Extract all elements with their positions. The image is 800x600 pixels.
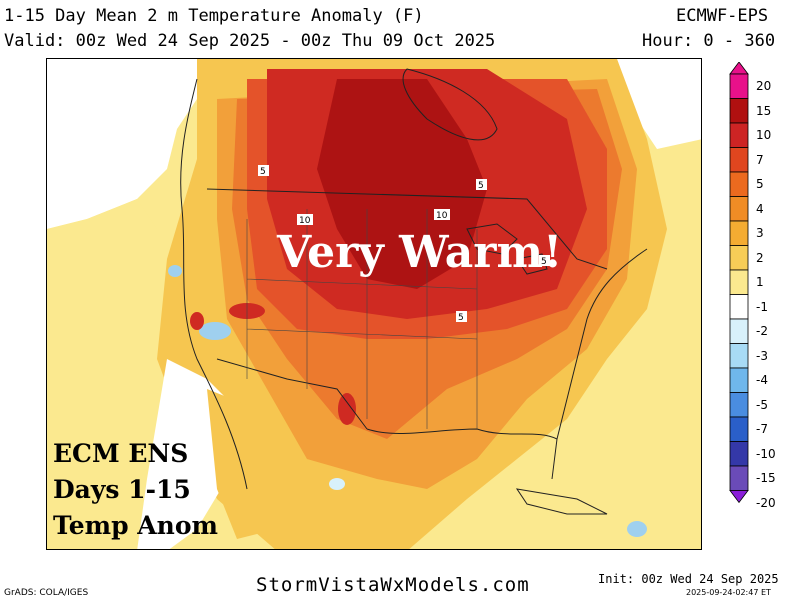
hudson-bay-outline bbox=[402, 68, 498, 141]
colorbar-label: -3 bbox=[756, 348, 768, 363]
forecast-hours: Hour: 0 - 360 bbox=[642, 31, 776, 51]
atlantic-neutral-region bbox=[617, 59, 701, 149]
colorbar-top-arrow bbox=[729, 62, 749, 75]
us-canada-border bbox=[206, 188, 608, 270]
contour-label-group: 5 10 10 5 5 5 bbox=[258, 165, 550, 323]
contour-label-box-6 bbox=[456, 311, 467, 322]
colorbar-label: 5 bbox=[756, 177, 764, 191]
colorbar-label: 15 bbox=[756, 103, 772, 118]
colorbar-swatch bbox=[729, 294, 749, 320]
colorbar-label: 1 bbox=[756, 275, 764, 289]
east-coast bbox=[556, 248, 648, 440]
temperature-anomaly-map: 5 10 10 5 5 5 Very Warm! ECM ENS Days 1-… bbox=[46, 58, 702, 550]
colorbar-label: 3 bbox=[756, 226, 764, 240]
colorbar-label: -10 bbox=[756, 446, 776, 461]
colorbar-label: -4 bbox=[756, 373, 768, 387]
colorbar-swatch bbox=[729, 171, 749, 197]
colorbar-label: 10 bbox=[756, 128, 772, 142]
annotation-ecm-ens: ECM ENS bbox=[53, 439, 189, 468]
contour-label-2: 10 bbox=[299, 216, 311, 226]
contour-label-box-1 bbox=[258, 165, 269, 176]
colorbar-swatch bbox=[729, 245, 749, 271]
colorbar-label: -2 bbox=[756, 324, 768, 338]
cool-spot-west-2 bbox=[168, 265, 182, 277]
colorbar-swatch bbox=[729, 441, 749, 467]
colorbar-label: -15 bbox=[756, 471, 776, 485]
colorbar-label: 2 bbox=[756, 250, 764, 265]
colorbar-label: 4 bbox=[756, 201, 764, 216]
colorbar-label: -20 bbox=[756, 495, 776, 510]
colorbar-swatch bbox=[729, 416, 749, 442]
colorbar-swatch bbox=[729, 465, 749, 491]
colorbar-swatch bbox=[729, 269, 749, 295]
colorbar bbox=[729, 62, 749, 504]
warm-spot-sw-3 bbox=[338, 393, 356, 425]
colorbar-label: 20 bbox=[756, 79, 772, 93]
colorbar-label: -5 bbox=[756, 397, 768, 412]
render-timestamp: 2025-09-24-02:47 ET bbox=[686, 588, 771, 597]
contour-label-4: 5 bbox=[478, 181, 484, 191]
contour-label-box-3 bbox=[434, 209, 450, 220]
cuba-outline bbox=[515, 488, 608, 515]
colorbar-swatch bbox=[729, 73, 749, 99]
contour-label-box-2 bbox=[297, 214, 313, 225]
very-warm-annotation: Very Warm! bbox=[277, 227, 563, 278]
grads-credit: GrADS: COLA/IGES bbox=[4, 588, 89, 598]
colorbar-swatch bbox=[729, 367, 749, 393]
pacific-neutral-region bbox=[47, 59, 197, 229]
colorbar-bottom-arrow bbox=[729, 490, 749, 504]
contour-label-box-4 bbox=[476, 179, 487, 190]
contour-label-box-5 bbox=[539, 255, 550, 266]
cool-spot-caribbean bbox=[627, 521, 647, 537]
colorbar-swatch bbox=[729, 98, 749, 124]
init-time: Init: 00z Wed 24 Sep 2025 bbox=[598, 572, 779, 586]
coastline-west bbox=[180, 78, 248, 490]
colorbar-swatch bbox=[729, 318, 749, 344]
colorbar-label: 7 bbox=[756, 152, 764, 167]
colorbar-label: -7 bbox=[756, 422, 768, 436]
site-name: StormVistaWxModels.com bbox=[256, 574, 530, 596]
us-mexico-border bbox=[216, 358, 368, 430]
contour-label-6: 5 bbox=[458, 313, 464, 323]
model-name: ECMWF-EPS bbox=[676, 6, 769, 26]
contour-label-3: 10 bbox=[436, 211, 448, 221]
contour-label-1: 5 bbox=[260, 167, 266, 177]
great-lakes-outline bbox=[466, 223, 548, 275]
colorbar-swatch bbox=[729, 122, 749, 148]
colorbar-swatch bbox=[729, 343, 749, 369]
colorbar-swatch bbox=[729, 392, 749, 418]
anomaly-10-15-region bbox=[317, 79, 487, 289]
map-title: 1-15 Day Mean 2 m Temperature Anomaly (F… bbox=[4, 6, 424, 26]
annotation-temp-anom: Temp Anom bbox=[53, 511, 218, 540]
contour-label-5: 5 bbox=[541, 257, 547, 267]
colorbar-swatch bbox=[729, 196, 749, 222]
pacific-low-anomaly bbox=[47, 199, 157, 299]
state-borders bbox=[246, 209, 478, 429]
mexico-low-anomaly bbox=[207, 389, 287, 539]
colorbar-swatch bbox=[729, 147, 749, 173]
annotation-days: Days 1-15 bbox=[53, 475, 191, 504]
colorbar-swatch bbox=[729, 220, 749, 246]
warm-spot-sw-1 bbox=[190, 312, 204, 330]
valid-period: Valid: 00z Wed 24 Sep 2025 - 00z Thu 09 … bbox=[4, 31, 496, 51]
cool-spot-gulf bbox=[329, 478, 345, 490]
cool-spot-west-1 bbox=[199, 322, 231, 340]
colorbar-label: -1 bbox=[756, 299, 768, 314]
